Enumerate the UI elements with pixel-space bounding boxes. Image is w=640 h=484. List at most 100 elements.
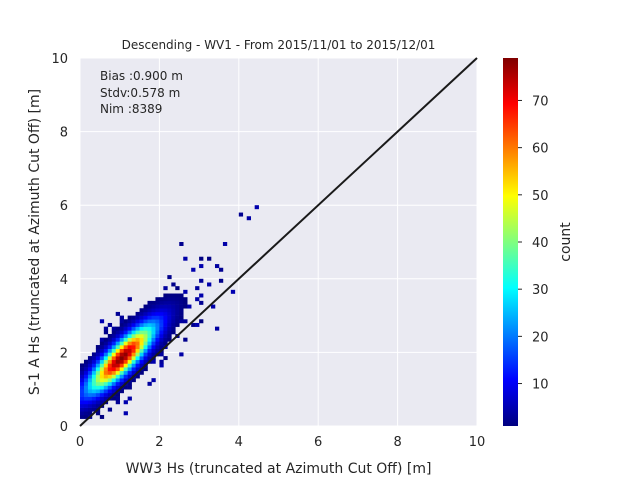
heatmap-cell xyxy=(111,363,117,368)
heatmap-cell xyxy=(135,356,140,361)
heatmap-cell xyxy=(127,337,132,342)
heatmap-cell xyxy=(143,352,148,357)
heatmap-cell xyxy=(123,359,128,364)
heatmap-cell xyxy=(103,330,109,335)
heatmap-cell xyxy=(91,403,97,408)
heatmap-cell xyxy=(143,359,148,364)
heatmap-cell xyxy=(111,337,117,342)
heatmap-cell xyxy=(163,311,168,316)
heatmap-cell xyxy=(155,308,160,313)
heatmap-cell xyxy=(127,356,132,361)
heatmap-cell xyxy=(195,322,200,327)
heatmap-cell xyxy=(95,356,101,361)
heatmap-cell xyxy=(111,356,117,361)
heatmap-cell xyxy=(80,374,85,379)
heatmap-cell xyxy=(167,319,172,324)
heatmap-cell xyxy=(131,330,136,335)
heatmap-cell xyxy=(115,374,120,379)
heatmap-cell xyxy=(107,322,113,327)
heatmap-cell xyxy=(135,311,140,316)
heatmap-cell xyxy=(87,407,93,412)
colorbar-tick-label: 40 xyxy=(532,236,549,251)
heatmap-cell xyxy=(143,337,148,342)
heatmap-cell xyxy=(103,381,109,386)
heatmap-cell xyxy=(95,411,101,416)
colorbar xyxy=(503,58,518,426)
heatmap-cell xyxy=(107,374,113,379)
heatmap-cell xyxy=(91,367,97,372)
heatmap-cell xyxy=(131,352,136,357)
heatmap-cell xyxy=(107,385,113,390)
heatmap-cell xyxy=(171,300,176,305)
heatmap-cell xyxy=(80,389,85,394)
heatmap-cell xyxy=(147,337,152,342)
heatmap-cell xyxy=(151,322,156,327)
heatmap-cell xyxy=(80,414,85,419)
heatmap-cell xyxy=(187,304,192,309)
heatmap-cell xyxy=(135,359,140,364)
heatmap-cell xyxy=(147,326,152,331)
heatmap-cell xyxy=(99,392,105,397)
heatmap-cell xyxy=(135,367,140,372)
heatmap-cell xyxy=(111,348,117,353)
heatmap-cell xyxy=(171,308,176,313)
heatmap-cell xyxy=(99,367,105,372)
heatmap-cell xyxy=(159,300,164,305)
heatmap-cell xyxy=(167,326,172,331)
heatmap-cell xyxy=(95,367,101,372)
heatmap-cell xyxy=(163,286,168,291)
heatmap-cell xyxy=(191,322,196,327)
heatmap-cell xyxy=(99,414,105,419)
heatmap-cell xyxy=(143,341,148,346)
heatmap-cell xyxy=(127,396,132,401)
heatmap-cell xyxy=(123,356,128,361)
heatmap-cell xyxy=(123,326,128,331)
heatmap-cell xyxy=(171,330,176,335)
heatmap-cell xyxy=(99,374,105,379)
heatmap-cell xyxy=(175,322,180,327)
heatmap-cell xyxy=(155,345,160,350)
heatmap-cell xyxy=(199,300,204,305)
heatmap-cell xyxy=(159,311,164,316)
heatmap-cell xyxy=(139,337,144,342)
heatmap-cell xyxy=(123,337,128,342)
heatmap-cell xyxy=(163,304,168,309)
heatmap-cell xyxy=(91,363,97,368)
heatmap-cell xyxy=(115,345,120,350)
heatmap-cell xyxy=(183,337,188,342)
heatmap-cell xyxy=(147,348,152,353)
heatmap-cell xyxy=(119,341,124,346)
heatmap-cell xyxy=(139,352,144,357)
heatmap-cell xyxy=(91,359,97,364)
heatmap-cell xyxy=(131,341,136,346)
heatmap-cell xyxy=(107,363,113,368)
heatmap-cell xyxy=(175,311,180,316)
heatmap-cell xyxy=(91,370,97,375)
heatmap-cell xyxy=(131,334,136,338)
heatmap-cell xyxy=(131,319,136,324)
heatmap-cell xyxy=(107,348,113,353)
heatmap-cell xyxy=(127,319,132,324)
heatmap-cell xyxy=(191,267,196,272)
heatmap-cell xyxy=(115,334,120,338)
heatmap-cell xyxy=(139,345,144,350)
heatmap-cell xyxy=(183,319,188,324)
heatmap-cell xyxy=(87,392,93,397)
heatmap-cell xyxy=(107,341,113,346)
heatmap-cell xyxy=(83,407,89,412)
heatmap-cell xyxy=(131,359,136,364)
heatmap-cell xyxy=(99,389,105,394)
heatmap-cell xyxy=(107,381,113,386)
heatmap-cell xyxy=(139,326,144,331)
heatmap-cell xyxy=(95,345,101,350)
heatmap-cell xyxy=(119,352,124,357)
y-axis-label: S-1 A Hs (truncated at Azimuth Cut Off) … xyxy=(27,89,43,395)
heatmap-cell xyxy=(83,381,89,386)
heatmap-cell xyxy=(127,348,132,353)
heatmap-cell xyxy=(123,345,128,350)
heatmap-cell xyxy=(147,352,152,357)
heatmap-cell xyxy=(135,315,140,320)
heatmap-cell xyxy=(123,400,128,405)
heatmap-cell xyxy=(87,374,93,379)
